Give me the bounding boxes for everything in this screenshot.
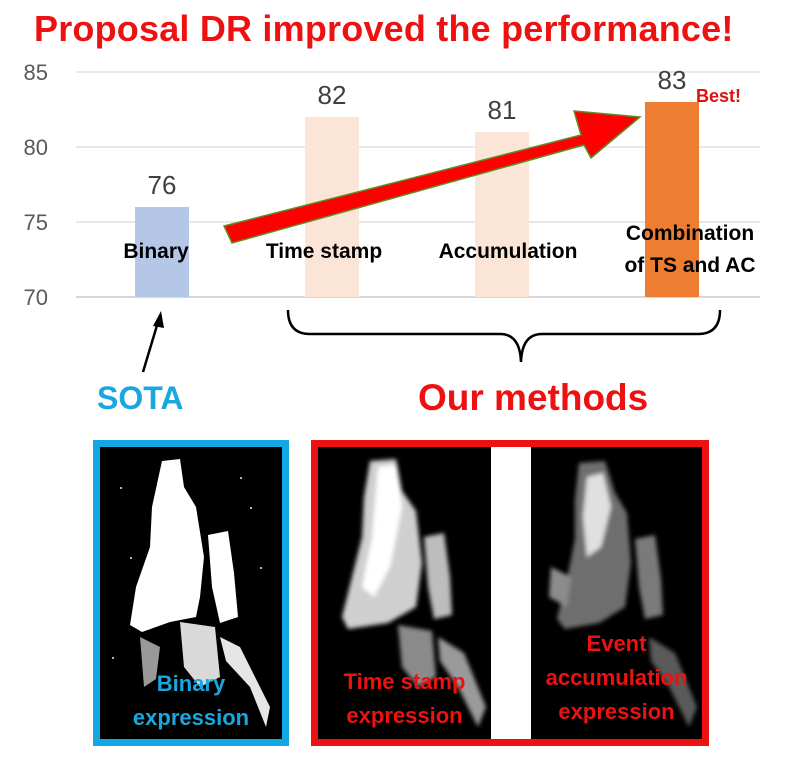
y-tick-label: 80 (24, 135, 48, 160)
data-label: 83 (658, 65, 687, 95)
accumulation-caption: Event accumulation expression (531, 627, 702, 729)
our-methods-label: Our methods (418, 377, 649, 418)
category-label: Combination (626, 222, 754, 245)
binary-caption-line2: expression (132, 705, 250, 730)
category-label: Binary (123, 240, 189, 263)
timestamp-expression-image: Time stamp expression (318, 447, 491, 739)
binary-caption: Binary expression (100, 667, 282, 735)
best-annotation: Best! (696, 86, 741, 106)
binary-expression-image: Binary expression (100, 447, 282, 739)
y-tick-label: 85 (24, 60, 48, 85)
accumulation-caption-line3: expression (558, 699, 675, 724)
timestamp-caption-line1: Time stamp (343, 669, 466, 694)
accumulation-expression-image: Event accumulation expression (531, 447, 702, 739)
accumulation-caption-line2: accumulation (545, 665, 688, 690)
sota-pointer-arrow (141, 321, 160, 373)
bar (645, 102, 699, 297)
sota-label: SOTA (97, 380, 184, 416)
binary-expression-frame: Binary expression (93, 440, 289, 746)
timestamp-caption: Time stamp expression (318, 665, 491, 733)
our-methods-frame: Time stamp expression Event accumulation… (311, 440, 709, 746)
data-label: 76 (148, 170, 177, 200)
y-tick-label: 75 (24, 210, 48, 235)
chart-headline: Proposal DR improved the performance! (34, 8, 734, 49)
binary-caption-line1: Binary (156, 671, 226, 696)
improvement-arrow (222, 110, 642, 244)
bar (135, 207, 189, 297)
category-label: of TS and AC (624, 254, 755, 277)
data-label: 81 (488, 95, 517, 125)
y-tick-labels: 70 75 80 85 (24, 60, 48, 310)
methods-brace (286, 309, 722, 363)
category-label: Time stamp (266, 240, 382, 263)
y-tick-label: 70 (24, 285, 48, 310)
bar-chart: 76 82 81 83 Binary Time stamp Accumulation Com… (24, 60, 760, 373)
category-label: Accumulation (439, 240, 578, 263)
data-label: 82 (318, 80, 347, 110)
value-labels: 76 82 81 83 (148, 65, 687, 200)
accumulation-caption-line1: Event (586, 631, 647, 656)
timestamp-caption-line2: expression (346, 703, 463, 728)
category-labels: Binary Time stamp Accumulation Combination o… (123, 222, 755, 277)
sota-pointer-head (153, 311, 164, 328)
